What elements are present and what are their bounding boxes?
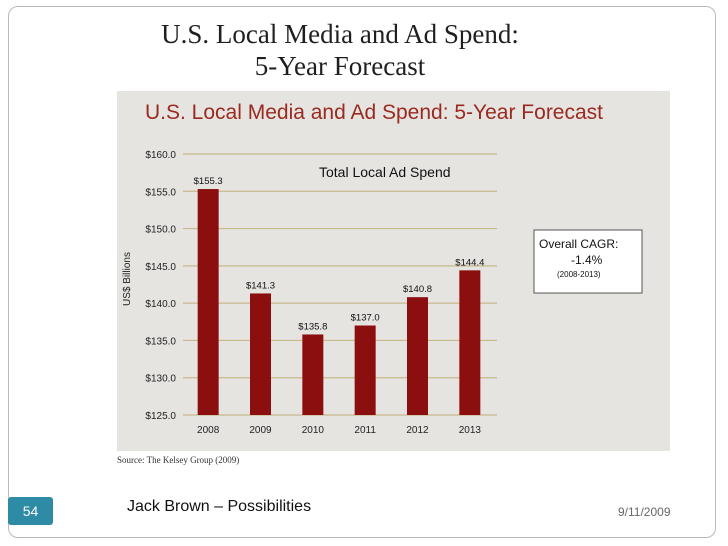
presenter-name: Jack Brown – Possibilities: [127, 498, 312, 515]
x-tick-label: 2011: [354, 425, 376, 436]
bar-value-label: $141.3: [246, 280, 275, 291]
bar-value-label: $140.8: [403, 284, 432, 295]
x-tick-label: 2008: [197, 425, 220, 436]
bar-value-label: $144.4: [455, 257, 484, 268]
bar-value-label: $137.0: [351, 313, 380, 324]
cagr-line1: Overall CAGR:: [539, 237, 618, 251]
y-tick-label: $125.0: [145, 411, 176, 422]
bar-chart: U.S. Local Media and Ad Spend: 5-Year Fo…: [122, 101, 643, 436]
y-tick-label: $155.0: [145, 187, 176, 198]
chart-subtitle: Total Local Ad Spend: [319, 164, 451, 180]
bar-2013: [459, 270, 481, 415]
cagr-line2: -1.4%: [571, 253, 603, 267]
slide-title: U.S. Local Media and Ad Spend: 5-Year Fo…: [100, 18, 580, 82]
footer-date: 9/11/2009: [618, 505, 671, 519]
y-tick-label: $145.0: [145, 262, 176, 273]
bar-value-label: $155.3: [194, 176, 223, 187]
page-number-badge: 54: [8, 497, 53, 525]
y-tick-label: $160.0: [145, 150, 176, 161]
bar-2009: [250, 293, 271, 415]
y-tick-label: $135.0: [145, 336, 176, 347]
x-tick-label: 2010: [302, 425, 325, 436]
bar-2011: [354, 325, 376, 415]
bar-value-label: $135.8: [298, 321, 327, 332]
bar-2010: [302, 334, 324, 415]
bar-value-labels: $155.3 $141.3 $135.8 $137.0 $140.8 $144.4: [194, 176, 485, 332]
y-tick-labels: $125.0 $130.0 $135.0 $140.0 $145.0 $150.0 $155…: [145, 150, 176, 422]
x-tick-labels: 2008 2009 2010 2011 2012 2013: [197, 425, 481, 436]
x-tick-label: 2013: [459, 425, 482, 436]
y-axis-label: US$ Billions: [122, 252, 133, 306]
y-tick-label: $150.0: [145, 225, 176, 236]
cagr-annotation-box: Overall CAGR: -1.4% (2008-2013): [533, 229, 643, 294]
y-tick-label: $130.0: [145, 374, 176, 385]
x-tick-label: 2009: [249, 425, 272, 436]
slide-title-line1: U.S. Local Media and Ad Spend:: [161, 19, 519, 49]
bars: [197, 189, 481, 415]
y-tick-label: $140.0: [145, 299, 176, 310]
x-tick-label: 2012: [406, 425, 429, 436]
bar-2008: [197, 189, 219, 415]
chart-title: U.S. Local Media and Ad Spend: 5-Year Fo…: [145, 101, 603, 124]
cagr-line3: (2008-2013): [557, 270, 601, 279]
slide-title-line2: 5-Year Forecast: [254, 51, 426, 81]
source-note: Source: The Kelsey Group (2009): [117, 455, 240, 465]
bar-2012: [407, 297, 428, 415]
gridlines: [183, 153, 497, 416]
chart-panel: U.S. Local Media and Ad Spend: 5-Year Fo…: [117, 91, 670, 451]
